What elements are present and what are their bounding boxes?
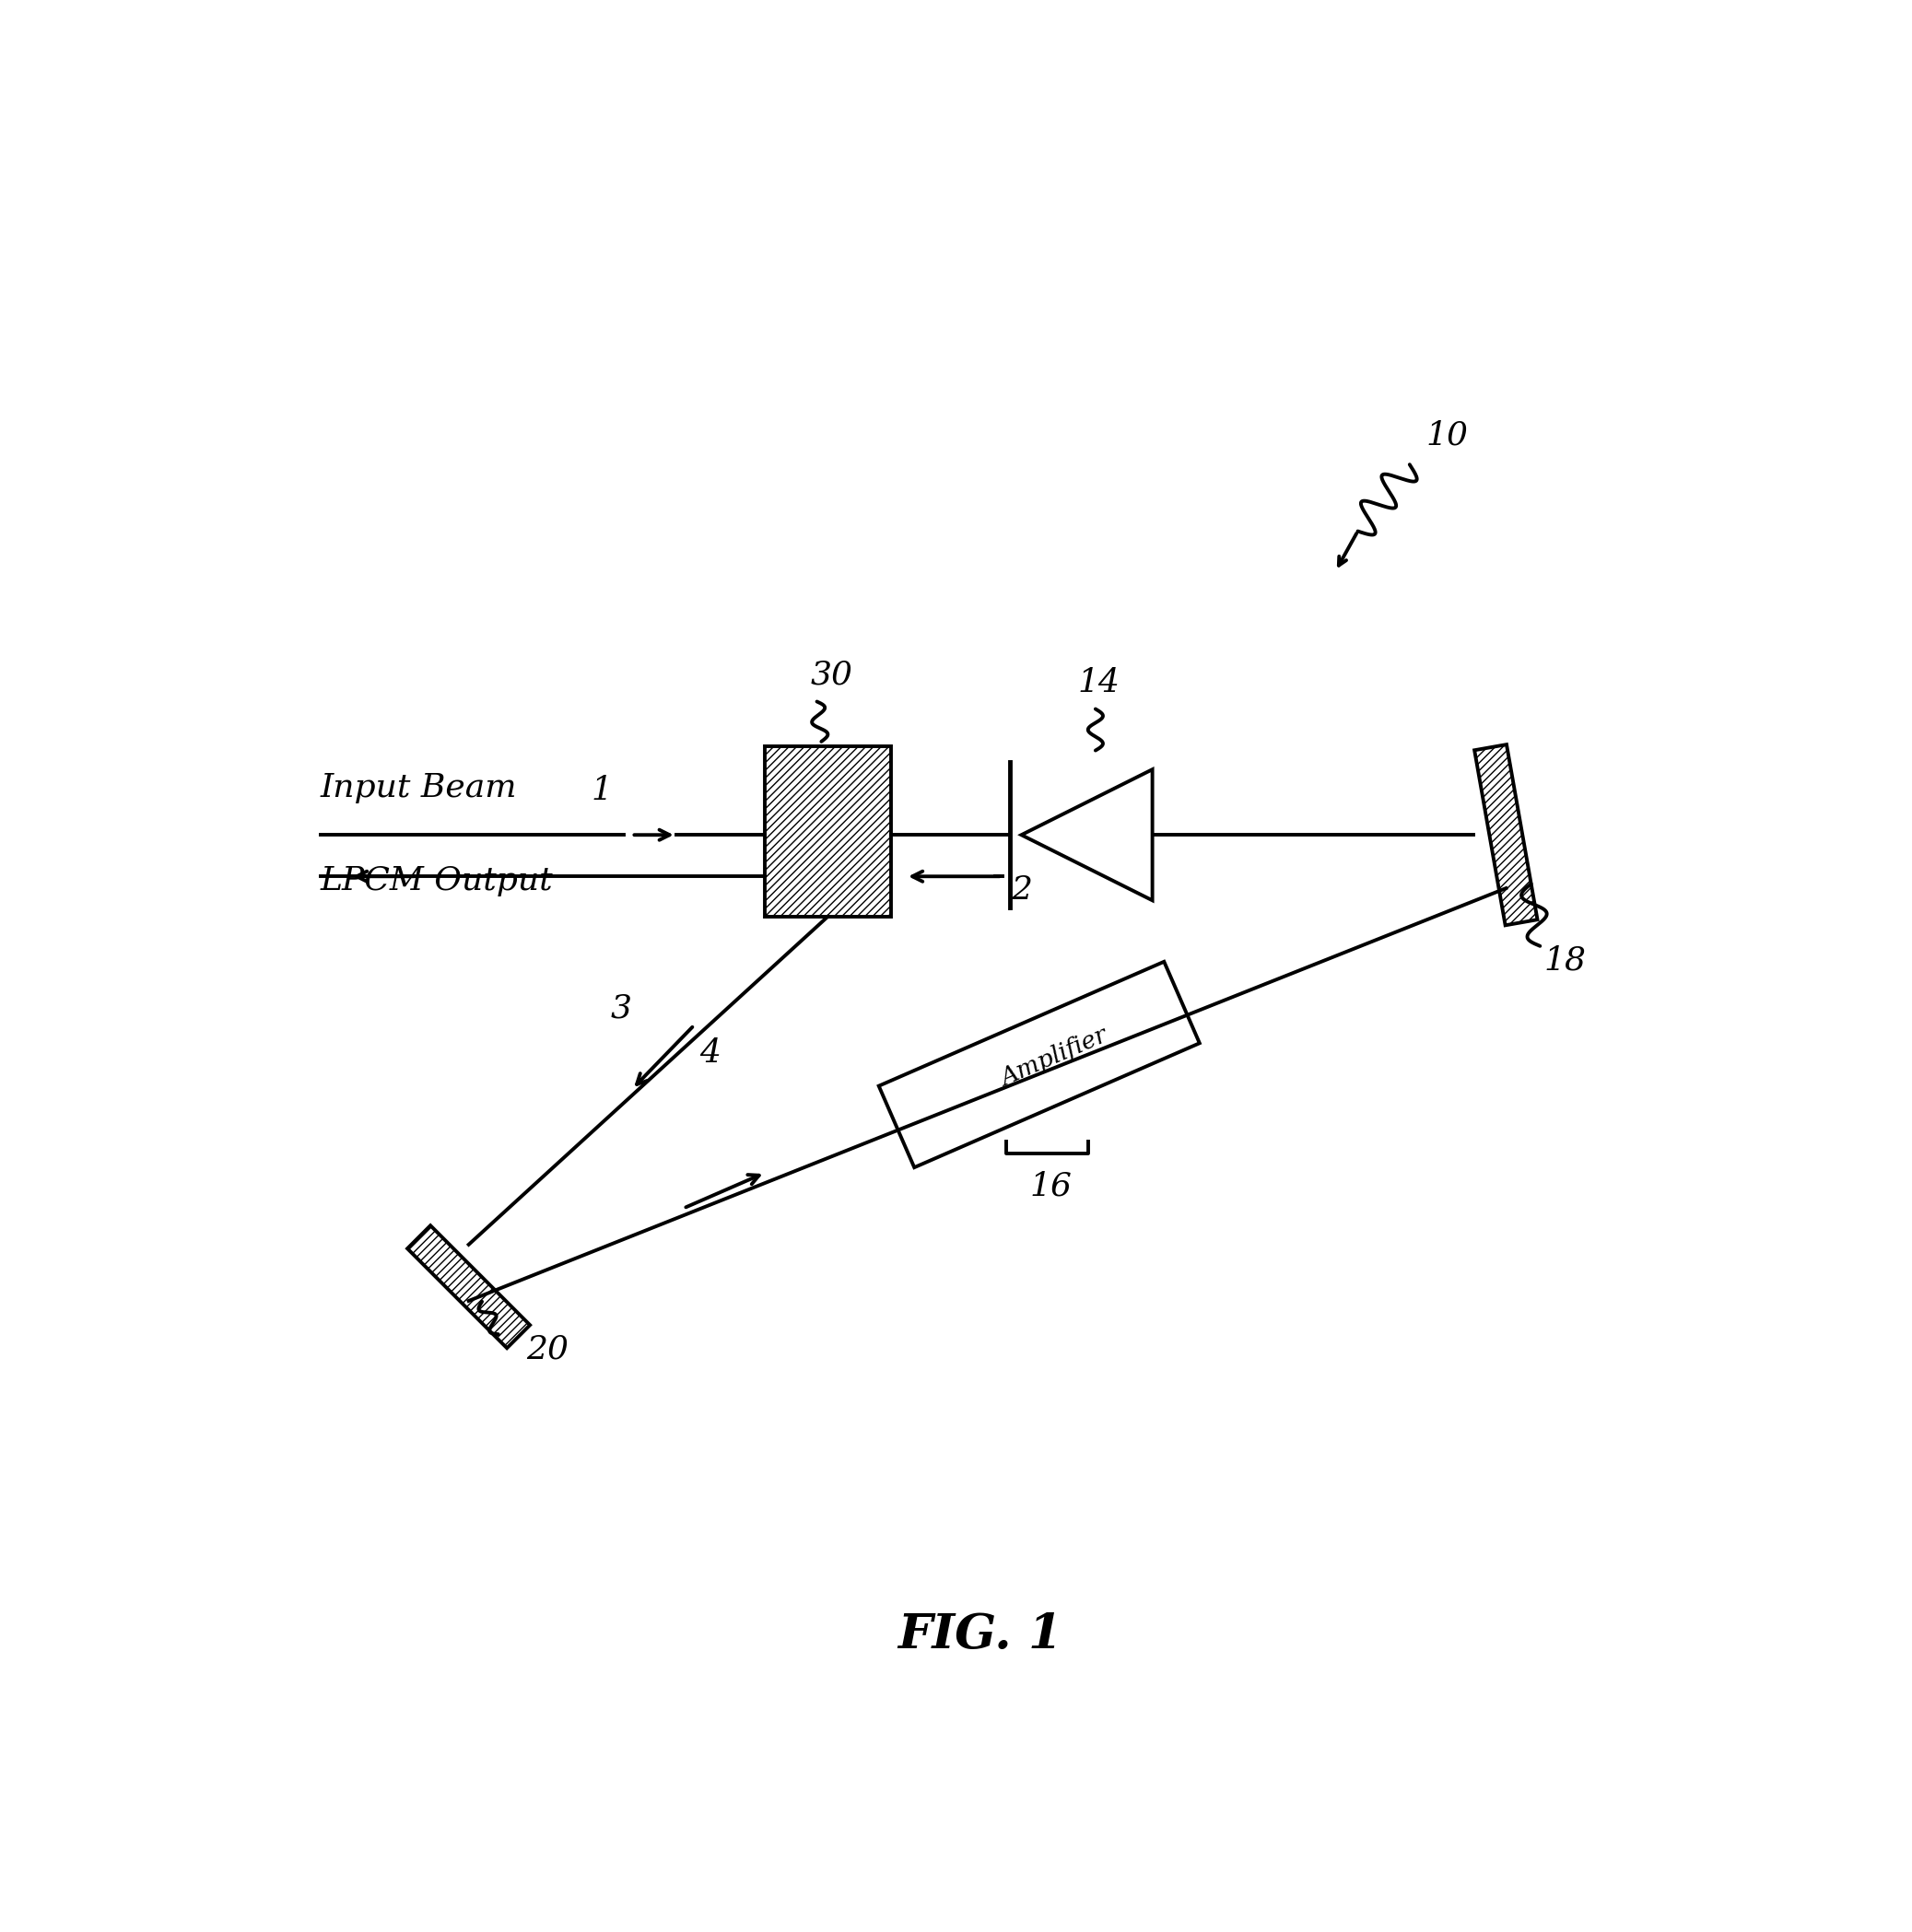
Text: 2: 2 [1011, 873, 1032, 906]
Text: 10: 10 [1426, 419, 1468, 450]
Text: 14: 14 [1076, 667, 1120, 697]
Polygon shape [880, 962, 1199, 1167]
Text: 3: 3 [610, 993, 631, 1024]
Text: Input Beam: Input Beam [321, 773, 518, 804]
Text: Amplifier: Amplifier [996, 1024, 1111, 1090]
Text: 30: 30 [811, 659, 853, 690]
Text: 4: 4 [700, 1037, 721, 1068]
Text: 18: 18 [1545, 945, 1587, 976]
Polygon shape [1021, 769, 1153, 900]
Text: FIG. 1: FIG. 1 [897, 1611, 1063, 1658]
Text: 1: 1 [591, 775, 612, 806]
Text: 20: 20 [526, 1333, 568, 1364]
Bar [765, 746, 891, 916]
Text: LPCM Output: LPCM Output [321, 866, 553, 896]
Polygon shape [1474, 744, 1537, 925]
Text: 16: 16 [1031, 1171, 1073, 1202]
Polygon shape [407, 1225, 530, 1349]
